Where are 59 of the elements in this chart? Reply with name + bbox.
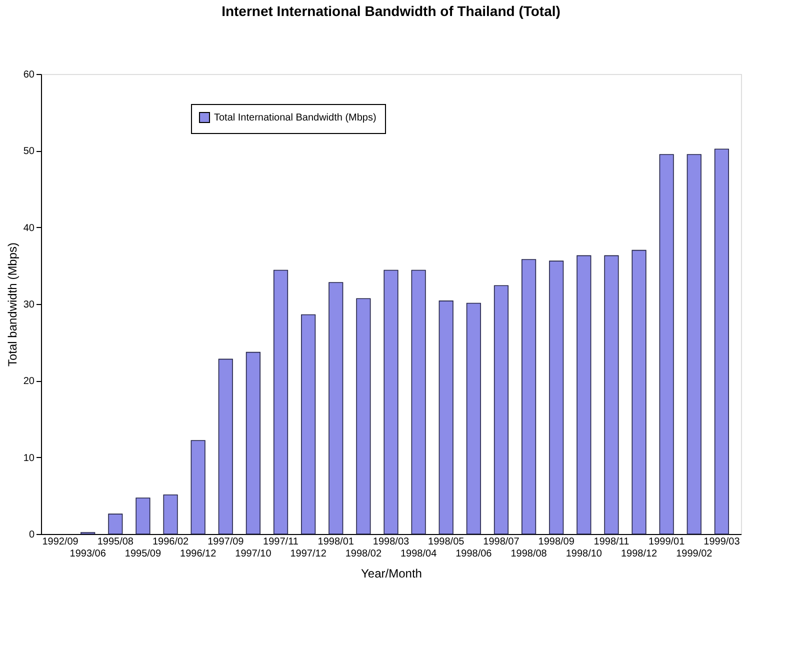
y-tick-label: 60 [23, 70, 35, 80]
x-tick-label: 1997/11 [263, 536, 299, 548]
bar [136, 498, 150, 534]
x-tick-label: 1998/05 [428, 536, 465, 548]
x-tick-label: 1998/12 [620, 548, 658, 560]
bar [190, 440, 206, 534]
legend-label: Total International Bandwidth (Mbps) [214, 112, 376, 124]
x-tick-label: 1995/08 [97, 536, 134, 548]
y-axis-title: Total bandwidth (Mbps) [5, 242, 20, 367]
x-tick-label: 1998/11 [594, 536, 630, 548]
x-tick-label: 1998/07 [483, 536, 520, 548]
x-tick-label: 1996/02 [152, 536, 190, 548]
bar [686, 154, 702, 534]
y-tick-label: 30 [23, 300, 35, 310]
y-tick-label: 0 [28, 530, 35, 540]
bar [273, 270, 288, 534]
bar [604, 255, 619, 534]
y-tick-label: 20 [23, 376, 35, 388]
x-tick-label: 1992/09 [42, 536, 79, 548]
x-axis-title: Year/Month [361, 566, 422, 580]
x-tick-label: 1999/03 [704, 536, 740, 548]
bar [632, 250, 646, 534]
x-tick-label: 1998/01 [318, 536, 354, 548]
bar [549, 260, 564, 534]
bar [246, 352, 260, 534]
bar [411, 270, 426, 534]
bar [576, 255, 592, 534]
bar [356, 298, 371, 534]
x-tick-label: 1999/02 [676, 548, 713, 560]
x-tick-label: 1999/01 [648, 536, 686, 548]
bar [659, 154, 674, 534]
x-tick-label: 1998/04 [400, 548, 438, 560]
bar [522, 259, 536, 534]
x-tick-label: 1998/08 [510, 548, 548, 560]
chart-title: Internet International Bandwidth of Thailand (Total) [222, 3, 560, 19]
bar [218, 358, 233, 534]
y-tick-label: 40 [23, 222, 35, 234]
bar [438, 300, 454, 534]
y-tick-label: 50 [23, 146, 35, 158]
x-tick-label: 1997/12 [290, 548, 327, 560]
bar [384, 270, 398, 534]
x-tick-label: 1998/02 [345, 548, 382, 560]
x-tick-label: 1998/10 [566, 548, 602, 560]
x-tick-label: 1998/09 [538, 536, 575, 548]
bar [108, 514, 123, 534]
bar [466, 302, 481, 534]
bar [301, 314, 316, 534]
x-tick-label: 1995/09 [124, 548, 162, 560]
bar [494, 285, 509, 534]
bar [714, 148, 729, 534]
x-tick-label: 1997/10 [235, 548, 272, 560]
bar [163, 494, 178, 534]
x-tick-label: 1998/06 [456, 548, 492, 560]
x-tick-label: 1993/06 [70, 548, 106, 560]
x-tick-label: 1997/09 [208, 536, 244, 548]
x-tick-label: 1996/12 [180, 548, 217, 560]
bar [328, 282, 344, 534]
x-tick-label: 1998/03 [372, 536, 410, 548]
y-tick-label: 10 [23, 452, 35, 464]
